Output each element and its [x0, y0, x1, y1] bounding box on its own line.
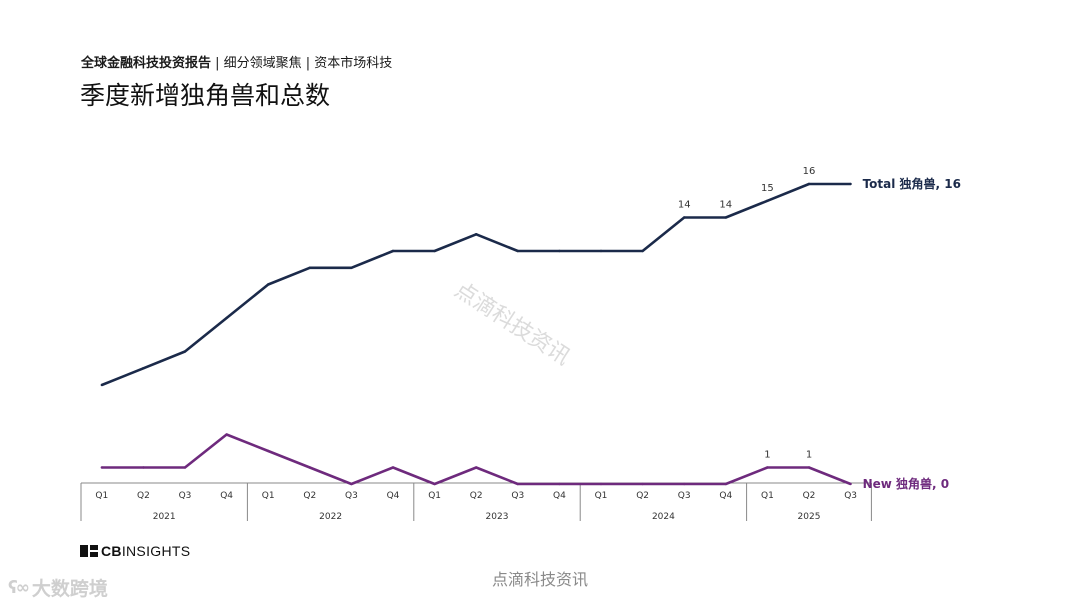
total-point: [475, 233, 478, 236]
total-point: [516, 249, 519, 253]
label-layer: 14 14 15 16 Total 独角兽, 16 1 1 New 独角兽, 0: [678, 166, 961, 491]
total-point: [641, 249, 644, 253]
total-point: [558, 249, 561, 253]
corner-watermark: ʕ∞ 大数跨境: [8, 574, 108, 601]
total-point: [724, 216, 727, 219]
total-series-label: Total 独角兽, 16: [863, 176, 961, 191]
new-point: [267, 449, 270, 453]
report-section: | 细分领域聚焦 | 资本市场科技: [211, 56, 393, 71]
total-point: [807, 182, 811, 186]
logo-wordmark-bold: CB: [101, 543, 122, 559]
total-point: [433, 249, 436, 253]
total-point: [849, 182, 852, 186]
x-tick-label: Q2: [303, 491, 316, 501]
total-point: [391, 249, 395, 253]
total-point: [599, 249, 603, 253]
x-tick-label: Q3: [678, 491, 691, 501]
total-point: [100, 383, 104, 387]
total-point: [142, 367, 145, 370]
cbinsights-logo: CBINSIGHTS: [80, 543, 190, 559]
new-point: [849, 482, 852, 486]
new-point: [724, 482, 727, 486]
x-tick-label: Q4: [553, 491, 566, 501]
new-point: [766, 466, 769, 469]
new-point: [516, 482, 519, 486]
x-tick-label: Q3: [179, 491, 192, 501]
year-label: 2024: [652, 512, 675, 522]
x-tick-label: Q2: [636, 491, 649, 501]
new-point: [391, 466, 395, 469]
new-point: [350, 482, 353, 486]
report-name: 全球金融科技投资报告: [81, 56, 212, 71]
data-label: 1: [806, 450, 812, 461]
new-point: [641, 482, 644, 486]
x-tick-label: Q3: [844, 491, 857, 501]
total-point: [225, 316, 228, 320]
new-point: [475, 466, 478, 469]
x-tick-label: Q1: [95, 491, 108, 501]
new-unicorns-line: [101, 433, 852, 486]
year-label: 2025: [798, 512, 821, 522]
chart-title: 季度新增独角兽和总数: [80, 81, 331, 110]
x-tick-label: Q2: [803, 491, 816, 501]
x-tick-label: Q1: [262, 491, 275, 501]
x-tick-label: Q1: [428, 491, 441, 501]
year-label: 2021: [153, 512, 176, 522]
total-point: [350, 266, 353, 269]
corner-logo-icon: ʕ∞: [8, 577, 30, 598]
total-point: [308, 266, 311, 269]
x-axis: 2021 2022 2023 2024 2025 Q1 Q2 Q3 Q4 Q1 Q2 Q3 Q4 Q1 Q2…: [80, 482, 872, 522]
data-label: 14: [678, 200, 691, 211]
total-point: [766, 199, 769, 202]
new-series-label: New 独角兽, 0: [863, 476, 950, 491]
total-point: [267, 283, 270, 286]
logo-wordmark-rest: INSIGHTS: [121, 543, 191, 559]
new-point: [225, 433, 228, 436]
x-tick-label: Q3: [511, 491, 524, 501]
new-point: [308, 466, 311, 469]
new-point: [683, 482, 686, 486]
total-point: [183, 350, 187, 353]
x-tick-label: Q4: [387, 491, 400, 501]
x-tick-label: Q2: [470, 491, 483, 501]
data-label: 16: [803, 166, 816, 177]
x-tick-label: Q4: [719, 491, 732, 501]
x-tick-label: Q1: [761, 491, 774, 501]
new-point: [599, 482, 603, 486]
new-point: [433, 482, 436, 486]
series-layer: [100, 182, 852, 486]
total-point: [683, 216, 686, 219]
data-label: 14: [719, 200, 732, 211]
year-label: 2023: [486, 512, 509, 522]
cb-logo-icon: [80, 545, 98, 557]
new-point: [558, 482, 561, 486]
new-point: [183, 466, 187, 469]
logo-wordmark: CBINSIGHTS: [101, 543, 190, 559]
report-subtitle: 全球金融科技投资报告 | 细分领域聚焦 | 资本市场科技: [81, 55, 392, 73]
data-label: 1: [764, 450, 770, 461]
new-point: [100, 466, 104, 469]
new-point: [807, 466, 811, 469]
x-tick-label: Q4: [220, 491, 233, 501]
bottom-watermark: 点滴科技资讯: [491, 570, 588, 589]
x-tick-label: Q2: [137, 491, 150, 501]
new-point: [142, 466, 145, 469]
corner-watermark-text: 大数跨境: [31, 578, 108, 600]
x-tick-label: Q3: [345, 491, 358, 501]
x-tick-label: Q1: [595, 491, 608, 501]
data-label: 15: [761, 183, 774, 194]
year-label: 2022: [319, 512, 342, 522]
